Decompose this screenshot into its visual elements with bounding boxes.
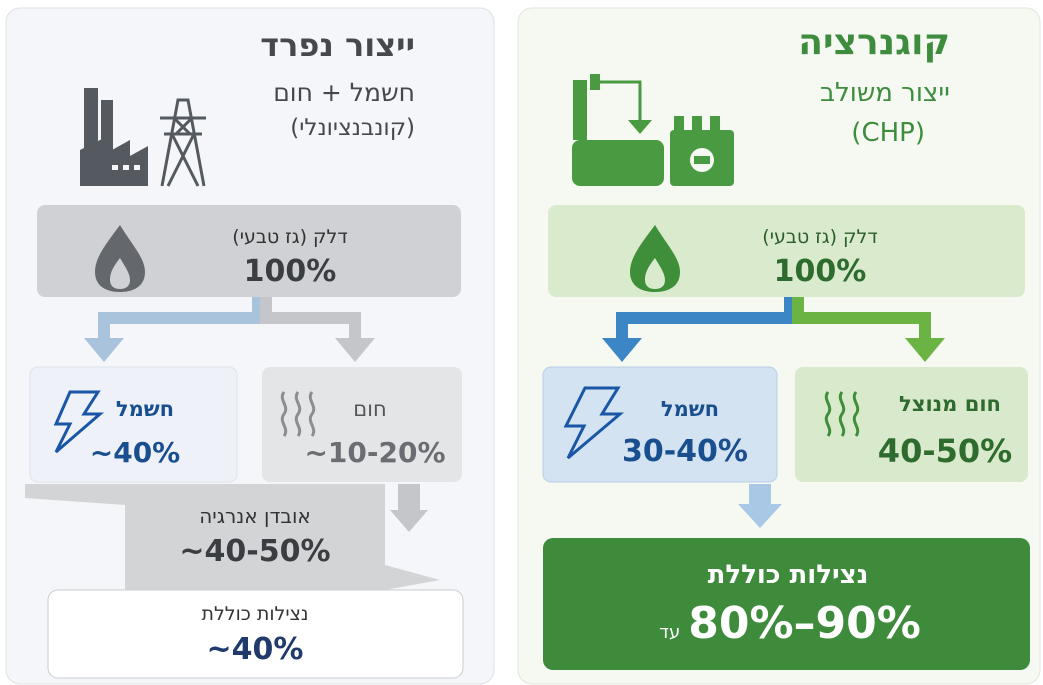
chp-icon (572, 74, 734, 186)
total-box (47, 589, 464, 679)
heat-value: 40-50% (877, 432, 1013, 470)
note: (CHP) (851, 118, 925, 148)
subtitle: חשמל + חום (273, 78, 415, 107)
loss-value: ~40-50% (179, 534, 331, 569)
bolt-icon (563, 386, 625, 460)
arrow-head (84, 338, 124, 362)
subtitle: ייצור משולב (819, 78, 950, 108)
electricity-label: חשמל (660, 397, 720, 421)
fuel-label: דלק (גז טבעי) (762, 226, 878, 248)
fuel-value: 100% (243, 254, 337, 289)
heat-label: חום מנוצל (899, 392, 1001, 416)
loss-shape (25, 484, 440, 590)
arrow-heat (260, 297, 361, 340)
arrow-electricity (616, 297, 796, 340)
loss-label: אובדן אנרגיה (199, 504, 311, 528)
arrow-total (749, 484, 771, 506)
title: ייצור נפרד (260, 26, 415, 64)
electricity-box (29, 366, 238, 483)
factory-icon (80, 88, 148, 186)
total-prefix: עד (659, 622, 681, 643)
total-value: ~40% (206, 632, 304, 667)
total-box (543, 538, 1030, 670)
fuel-value: 100% (773, 254, 867, 289)
total-row: עד 80%–90% (600, 598, 980, 649)
arrow-electricity (98, 297, 264, 340)
arrow-head (335, 338, 375, 362)
arrow-head (905, 338, 945, 362)
arrow-head (390, 510, 428, 532)
heat-waves-icon (280, 391, 316, 437)
electricity-value: ~40% (89, 436, 181, 469)
total-label: נצילות כוללת (201, 603, 309, 625)
flame-core (110, 258, 130, 289)
bolt-icon (53, 390, 105, 454)
tower-icon (160, 98, 206, 187)
fuel-label: דלק (גז טבעי) (232, 226, 348, 248)
heat-value: ~10-20% (304, 436, 446, 469)
heat-box (262, 367, 462, 482)
electricity-box (542, 366, 778, 483)
total-value: 80%–90% (688, 598, 921, 649)
title: קוגנרציה (798, 22, 950, 63)
total-label: נצילות כוללת (707, 560, 869, 590)
note: (קונבנציונלי) (290, 115, 415, 141)
arrow-head (602, 338, 642, 362)
electricity-value: 30-40% (621, 434, 748, 469)
arrow-loss (398, 484, 420, 512)
flame-core (645, 258, 665, 289)
arrow-head (738, 504, 782, 528)
heat-waves-icon (824, 391, 860, 437)
heat-label: חום (353, 397, 387, 421)
arrow-heat (792, 297, 931, 340)
electricity-label: חשמל (115, 397, 175, 421)
